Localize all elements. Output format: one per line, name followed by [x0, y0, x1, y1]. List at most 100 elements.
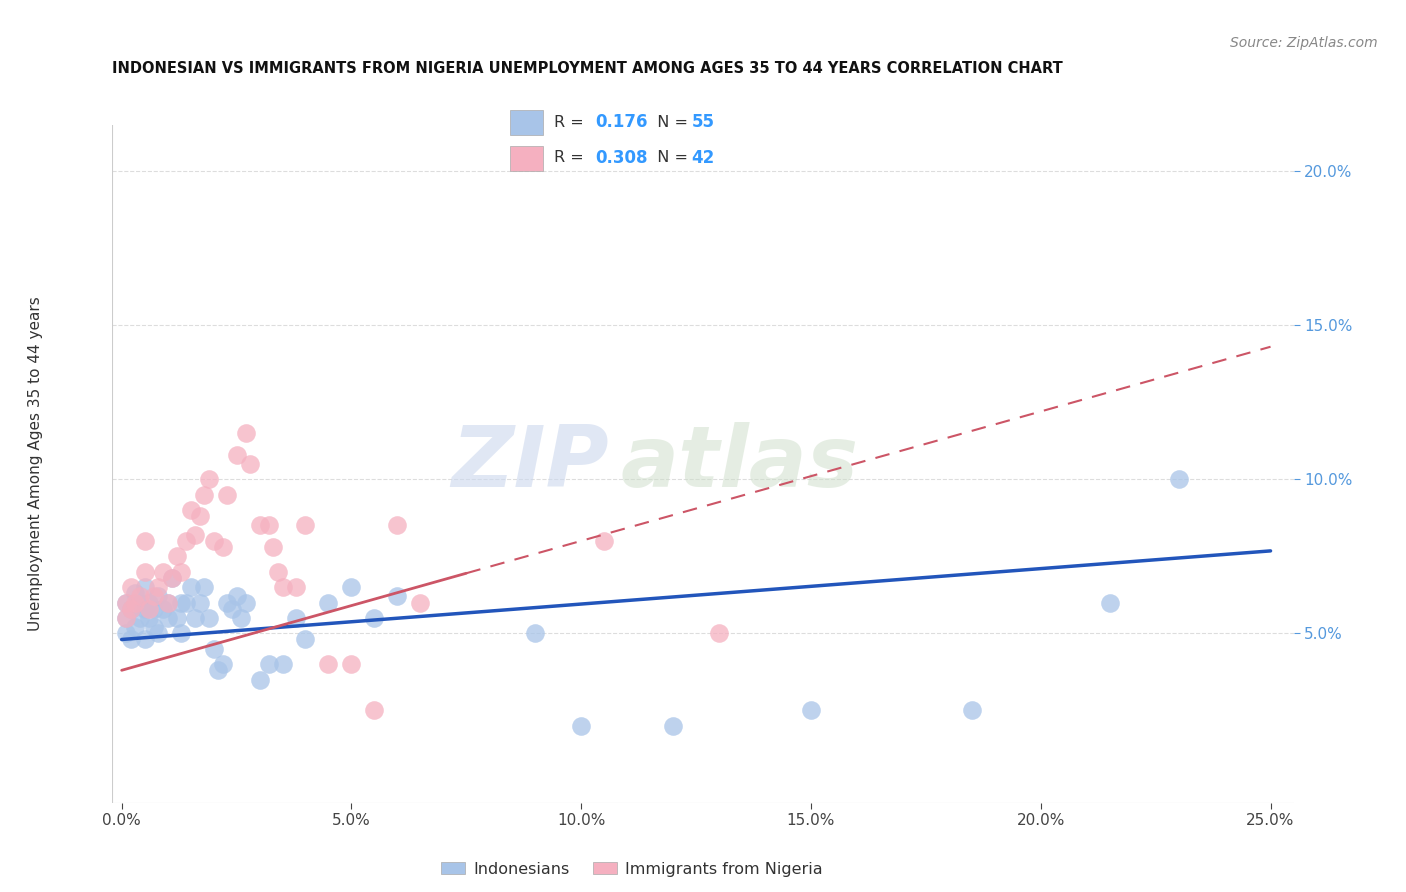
Point	[142, 620, 165, 634]
Point	[180, 580, 202, 594]
Point	[120, 632, 142, 647]
Point	[262, 540, 284, 554]
Text: R =: R =	[554, 151, 589, 165]
Point	[239, 457, 262, 471]
Point	[231, 611, 253, 625]
Point	[142, 601, 165, 615]
Text: 0.176: 0.176	[595, 113, 648, 131]
Point	[318, 657, 340, 672]
Text: 55: 55	[692, 113, 714, 131]
Point	[166, 611, 188, 625]
Point	[202, 641, 225, 656]
Point	[184, 527, 207, 541]
Point	[120, 580, 142, 594]
Point	[115, 595, 138, 609]
Point	[188, 509, 211, 524]
Point	[800, 703, 823, 717]
Point	[152, 601, 174, 615]
Point	[124, 595, 146, 609]
Point	[221, 601, 243, 615]
Point	[134, 565, 156, 579]
Point	[184, 611, 207, 625]
Text: 0.308: 0.308	[595, 149, 648, 167]
Text: 42: 42	[692, 149, 714, 167]
Point	[340, 657, 363, 672]
Point	[318, 595, 340, 609]
Text: Source: ZipAtlas.com: Source: ZipAtlas.com	[1230, 36, 1378, 50]
Point	[569, 719, 592, 733]
Point	[524, 626, 547, 640]
Point	[138, 611, 160, 625]
Point	[211, 540, 233, 554]
Point	[363, 611, 385, 625]
Point	[198, 611, 221, 625]
Point	[257, 518, 280, 533]
Point	[115, 611, 138, 625]
Point	[174, 595, 197, 609]
Point	[707, 626, 730, 640]
Text: N =: N =	[647, 151, 693, 165]
Point	[593, 533, 616, 548]
Point	[271, 657, 294, 672]
Point	[120, 601, 142, 615]
Point	[193, 580, 215, 594]
Point	[115, 595, 138, 609]
Point	[115, 611, 138, 625]
Point	[217, 488, 239, 502]
Text: atlas: atlas	[620, 422, 859, 506]
Point	[202, 533, 225, 548]
Point	[124, 586, 146, 600]
Point	[134, 580, 156, 594]
Point	[271, 580, 294, 594]
Point	[285, 580, 308, 594]
Point	[166, 549, 188, 564]
Point	[148, 580, 170, 594]
Point	[387, 590, 409, 604]
Point	[235, 425, 257, 440]
Point	[363, 703, 385, 717]
Point	[156, 595, 179, 609]
Point	[960, 703, 983, 717]
Point	[134, 601, 156, 615]
Point	[1167, 472, 1189, 486]
Point	[120, 601, 142, 615]
Point	[174, 533, 197, 548]
Point	[170, 565, 193, 579]
Point	[235, 595, 257, 609]
Point	[662, 719, 685, 733]
Point	[285, 611, 308, 625]
Point	[160, 571, 183, 585]
Point	[267, 565, 290, 579]
Point	[257, 657, 280, 672]
Text: R =: R =	[554, 115, 589, 130]
FancyBboxPatch shape	[509, 145, 543, 171]
Point	[170, 595, 193, 609]
Point	[180, 503, 202, 517]
Point	[148, 626, 170, 640]
Point	[409, 595, 432, 609]
Point	[156, 611, 179, 625]
Point	[249, 518, 271, 533]
Point	[193, 488, 215, 502]
Point	[211, 657, 233, 672]
Point	[142, 590, 165, 604]
FancyBboxPatch shape	[509, 111, 543, 136]
Text: INDONESIAN VS IMMIGRANTS FROM NIGERIA UNEMPLOYMENT AMONG AGES 35 TO 44 YEARS COR: INDONESIAN VS IMMIGRANTS FROM NIGERIA UN…	[112, 61, 1063, 76]
Point	[152, 565, 174, 579]
Point	[249, 673, 271, 687]
Point	[225, 448, 247, 462]
Point	[294, 518, 316, 533]
Point	[340, 580, 363, 594]
Text: Unemployment Among Ages 35 to 44 years: Unemployment Among Ages 35 to 44 years	[28, 296, 42, 632]
Point	[198, 472, 221, 486]
Point	[115, 626, 138, 640]
Point	[387, 518, 409, 533]
Point	[294, 632, 316, 647]
Point	[207, 663, 229, 677]
Point	[217, 595, 239, 609]
Point	[138, 595, 160, 609]
Point	[188, 595, 211, 609]
Point	[170, 626, 193, 640]
Point	[124, 620, 146, 634]
Point	[148, 590, 170, 604]
